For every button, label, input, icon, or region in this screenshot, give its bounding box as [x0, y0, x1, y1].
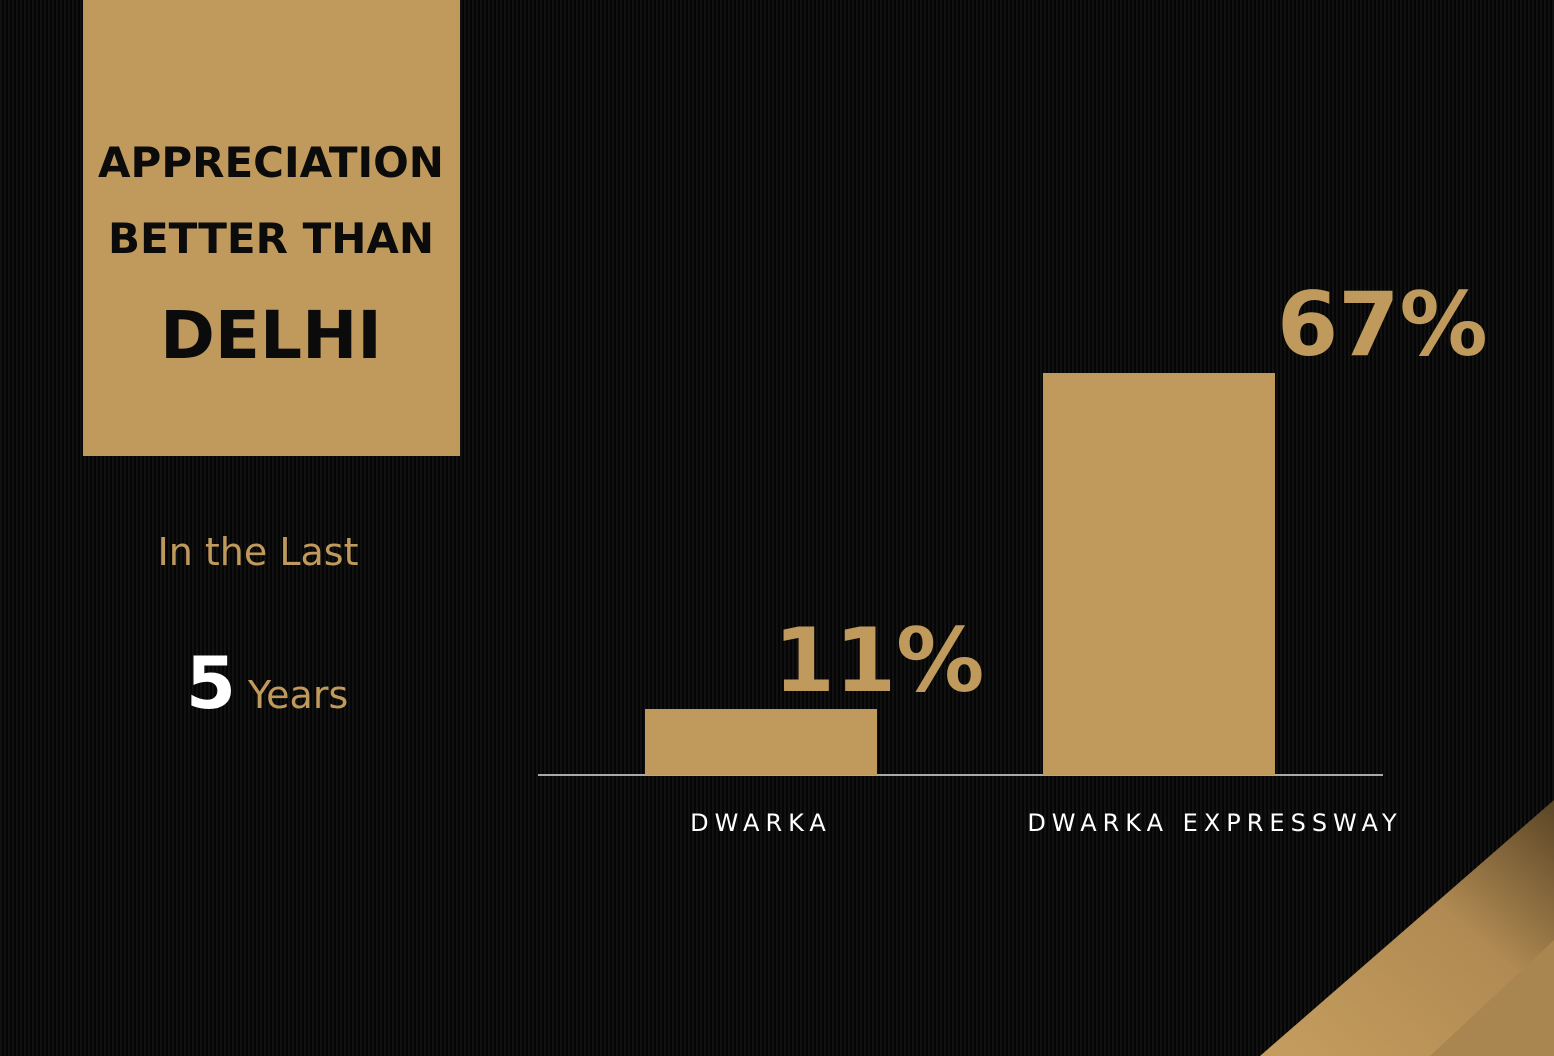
title-line: DELHI	[160, 297, 382, 374]
bar	[1043, 373, 1275, 775]
value-label: 11%	[774, 609, 985, 712]
period-unit: Years	[247, 673, 348, 717]
value-label: 67%	[1277, 273, 1488, 376]
corner-decoration	[1260, 800, 1554, 1056]
period-number: 5	[186, 641, 236, 725]
title-box	[83, 0, 460, 456]
bar	[645, 709, 877, 775]
title-line: APPRECIATION	[98, 138, 444, 187]
corner-decoration	[1430, 940, 1554, 1056]
period-intro: In the Last	[158, 530, 359, 574]
x-tick-label: DWARKA EXPRESSWAY	[1027, 809, 1402, 837]
title-line: BETTER THAN	[108, 214, 434, 263]
x-tick-label: DWARKA	[690, 809, 832, 837]
